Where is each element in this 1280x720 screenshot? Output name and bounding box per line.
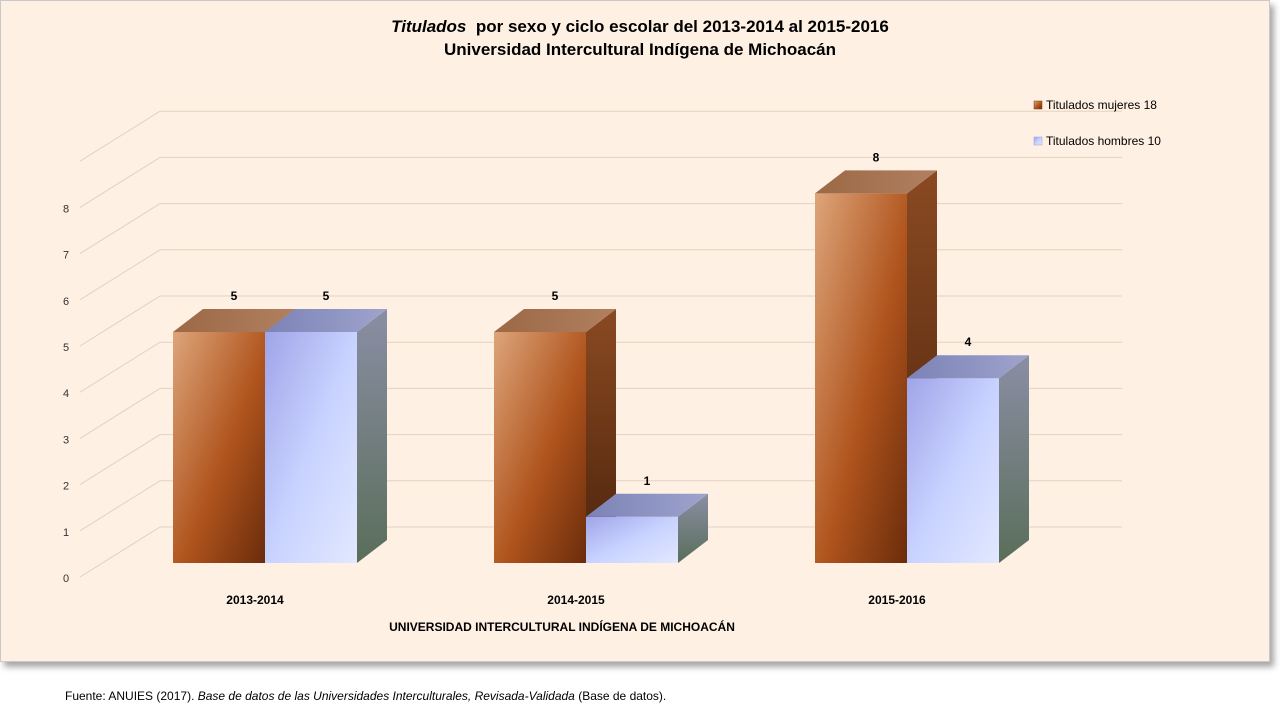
y-tick-label: 1 (63, 527, 69, 539)
data-label: 1 (644, 474, 651, 488)
bar-side (999, 355, 1029, 563)
data-label: 4 (965, 335, 972, 349)
x-tick-label: 2015-2016 (868, 593, 926, 607)
bar-front (815, 193, 907, 563)
data-label: 5 (552, 289, 559, 303)
gridline-diagonal (79, 110, 161, 162)
y-tick-label: 2 (63, 481, 69, 493)
source-note: Fuente: ANUIES (2017). Base de datos de … (65, 689, 666, 703)
data-label: 5 (231, 289, 238, 303)
data-label: 5 (323, 289, 330, 303)
bar (586, 493, 708, 563)
bar-top (494, 309, 616, 332)
bar-front (586, 516, 678, 563)
bar-side (357, 309, 387, 563)
x-tick-label: 2014-2015 (547, 593, 605, 607)
source-suffix: (Base de datos). (578, 689, 667, 703)
gridline-diagonal (79, 387, 161, 439)
legend-item: Titulados hombres 10 (1033, 134, 1161, 148)
chart-title-rest: por sexo y ciclo escolar del 2013-2014 a… (475, 17, 889, 36)
bar-top (586, 493, 708, 517)
bar-front (494, 332, 586, 563)
chart-title-italic: Titulados (391, 17, 467, 36)
y-tick-label: 8 (63, 203, 69, 215)
data-label: 8 (873, 150, 880, 164)
bar (907, 355, 1029, 563)
bar-front (265, 332, 357, 563)
bar (494, 309, 616, 563)
x-axis-title: UNIVERSIDAD INTERCULTURAL INDÍGENA DE MI… (389, 619, 735, 634)
bar-top (173, 309, 295, 332)
y-tick-label: 3 (63, 434, 69, 446)
chart-subtitle: Universidad Intercultural Indígena de Mi… (443, 40, 837, 59)
legend-label: Titulados mujeres 18 (1046, 98, 1157, 112)
gridline-diagonal (79, 156, 161, 208)
y-tick-label: 7 (63, 250, 69, 262)
gridline-diagonal (79, 341, 161, 393)
bar-top (907, 355, 1029, 379)
legend-swatch (1033, 100, 1043, 110)
y-tick-label: 5 (63, 342, 69, 354)
y-tick-label: 6 (63, 296, 69, 308)
source-title: Base de datos de las Universidades Inter… (197, 689, 575, 703)
bar-front (173, 332, 265, 563)
gridline-diagonal (79, 526, 161, 578)
y-tick-label: 4 (63, 388, 69, 400)
chart-title: Titulados por sexo y ciclo escolar del 2… (0, 17, 1280, 37)
gridline-diagonal (79, 434, 161, 486)
bar-top (265, 309, 387, 332)
gridline-diagonal (79, 480, 161, 532)
bar-front (907, 378, 999, 563)
x-tick-label: 2013-2014 (226, 593, 284, 607)
bar-side (678, 493, 708, 563)
gridline-diagonal (79, 249, 161, 301)
legend-label: Titulados hombres 10 (1046, 134, 1161, 148)
bar-top (815, 170, 937, 194)
bar-side (586, 309, 616, 563)
legend-item: Titulados mujeres 18 (1033, 98, 1157, 112)
gridline-diagonal (79, 203, 161, 255)
y-tick-label: 0 (63, 573, 69, 585)
legend-swatch (1033, 136, 1043, 146)
source-prefix: Fuente: ANUIES (2017). (65, 689, 195, 703)
bar (265, 309, 387, 563)
gridline-diagonal (79, 295, 161, 347)
